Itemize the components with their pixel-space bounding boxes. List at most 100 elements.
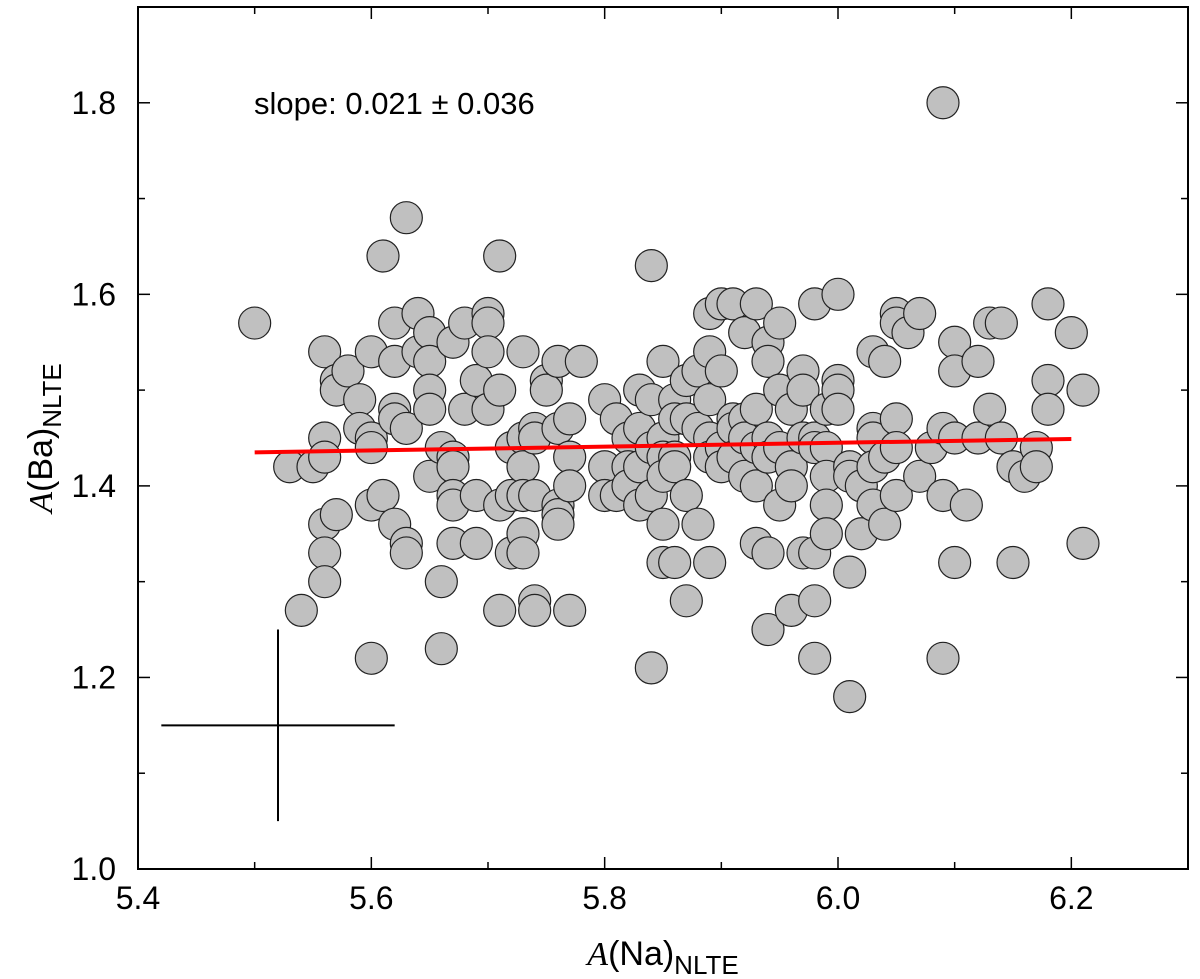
data-points (238, 86, 1100, 714)
data-point (833, 679, 867, 714)
data-point (1066, 526, 1100, 560)
data-point (483, 239, 517, 273)
x-axis-label-sub: NLTE (674, 950, 739, 979)
data-point (809, 488, 843, 522)
data-point (658, 545, 692, 580)
x-axis-label-main: (Na) (608, 935, 674, 973)
data-point (879, 478, 913, 513)
x-tick-label: 6.2 (1049, 880, 1093, 916)
data-point (879, 430, 913, 465)
data-point (681, 507, 715, 541)
data-point (389, 536, 423, 570)
x-tick-label: 5.6 (349, 880, 393, 916)
data-point (1031, 392, 1065, 426)
data-point (389, 201, 423, 235)
tick-labels: 5.4 5.6 5.8 6.0 6.2 1.0 1.2 1.4 1.6 1.8 (72, 85, 1094, 916)
data-point (238, 306, 272, 340)
y-tick-label: 1.6 (72, 276, 116, 312)
error-bar (161, 629, 395, 822)
data-point (798, 584, 832, 618)
data-point (739, 392, 773, 426)
data-point (284, 593, 318, 628)
data-point (413, 392, 447, 426)
data-point (553, 593, 587, 628)
x-axis-label-italic: A (585, 936, 608, 973)
data-point (693, 545, 727, 580)
data-point (1031, 363, 1065, 398)
y-tick-label: 1.8 (72, 85, 116, 121)
data-point (833, 555, 867, 589)
data-point (424, 565, 458, 599)
data-point (879, 402, 913, 436)
data-point (704, 354, 738, 388)
data-point (1054, 316, 1088, 350)
data-point (1019, 450, 1053, 484)
data-point (809, 517, 843, 551)
data-point (459, 526, 493, 560)
data-point (308, 565, 342, 599)
data-point (926, 86, 960, 120)
slope-annotation: slope: 0.021 ± 0.036 (254, 86, 535, 121)
y-axis-label: A(Ba)NLTE (22, 363, 67, 515)
data-point (996, 545, 1030, 580)
y-axis-label-main: (Ba) (22, 428, 60, 492)
data-point (669, 478, 703, 513)
y-axis-label-italic: A (23, 492, 60, 515)
data-point (646, 344, 680, 378)
x-tick-label: 6.0 (816, 880, 860, 916)
x-tick-label: 5.4 (116, 880, 160, 916)
data-point (984, 306, 1018, 340)
data-point (821, 392, 855, 426)
data-point (634, 651, 668, 685)
fit-line (254, 436, 1072, 455)
data-point (669, 584, 703, 618)
data-point (354, 430, 388, 465)
data-point (506, 536, 540, 570)
data-point (646, 507, 680, 541)
data-point (868, 507, 902, 541)
data-point (483, 373, 517, 407)
data-point (739, 287, 773, 321)
data-point (529, 373, 563, 407)
data-point (366, 239, 400, 273)
data-point (949, 488, 983, 522)
data-point (506, 450, 540, 484)
data-point (471, 335, 505, 369)
data-point (471, 306, 505, 340)
x-tick-label: 5.8 (582, 880, 626, 916)
data-point (308, 440, 342, 474)
data-point (938, 545, 972, 580)
x-axis-label: A(Na)NLTE (585, 935, 738, 979)
data-point (821, 277, 855, 311)
data-point (483, 593, 517, 628)
data-point (634, 249, 668, 283)
data-point (1031, 287, 1065, 321)
data-point (319, 498, 353, 532)
data-point (868, 344, 902, 378)
data-point (693, 383, 727, 417)
data-point (774, 469, 808, 503)
data-point (553, 402, 587, 436)
data-point (786, 373, 820, 407)
data-point (658, 450, 692, 484)
data-point (739, 469, 773, 503)
data-point (366, 478, 400, 513)
data-point (751, 612, 785, 647)
data-point (903, 459, 937, 493)
data-point (961, 344, 995, 378)
data-point (798, 641, 832, 675)
y-tick-label: 1.0 (72, 851, 116, 887)
data-point (1066, 373, 1100, 407)
data-point (308, 335, 342, 369)
data-point (973, 392, 1007, 426)
data-point (564, 344, 598, 378)
data-point (331, 354, 365, 388)
data-point (751, 344, 785, 378)
data-point (541, 507, 575, 541)
data-point (903, 296, 937, 331)
y-axis-label-sub: NLTE (37, 363, 67, 428)
data-point (518, 593, 552, 628)
data-point (436, 450, 470, 484)
data-point (343, 383, 377, 417)
